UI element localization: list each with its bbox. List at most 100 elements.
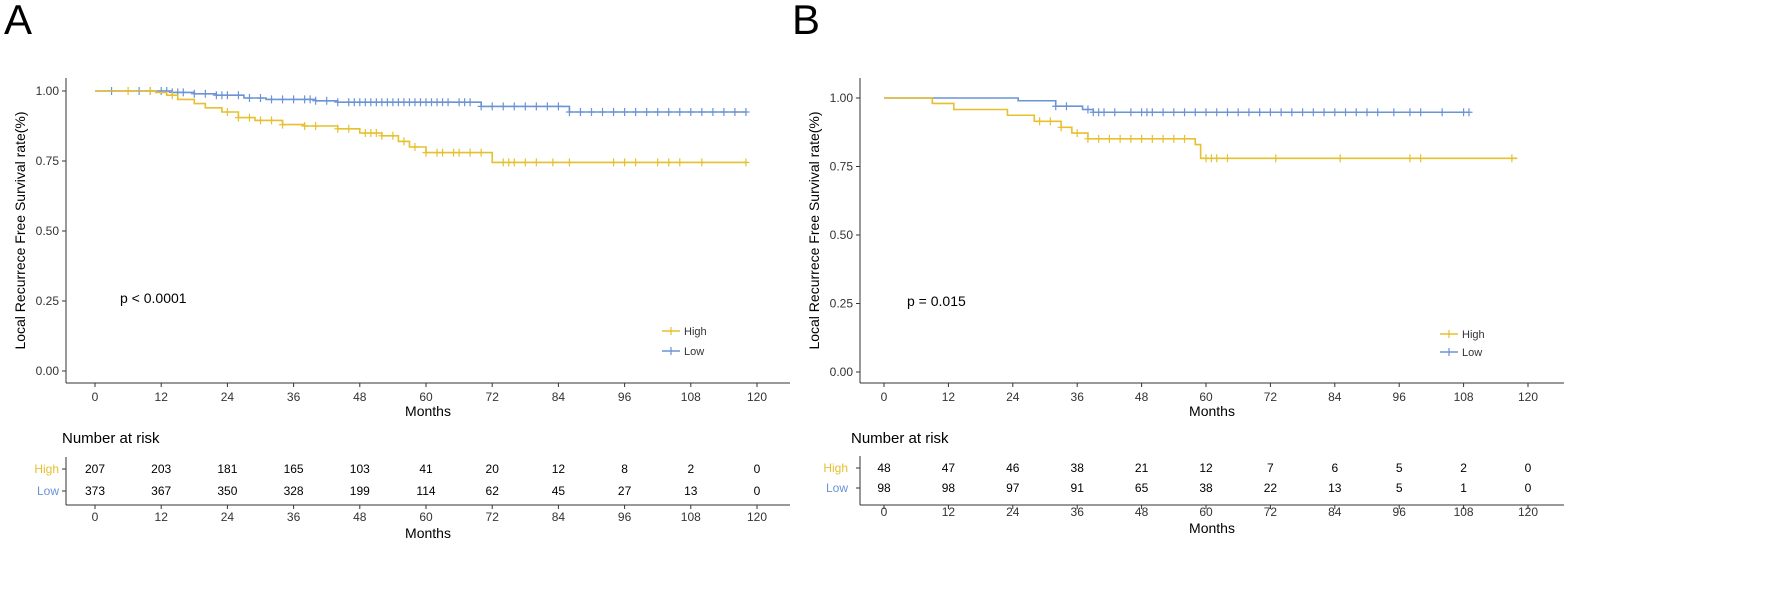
censor-mark-high [378, 131, 386, 140]
censor-mark-low [1363, 108, 1371, 117]
risk-count: 45 [552, 484, 566, 498]
x-tick-label: 84 [552, 390, 566, 404]
risk-x-tick-label: 36 [1071, 505, 1085, 519]
censor-mark-high [742, 158, 750, 167]
censor-mark-low [1052, 102, 1060, 111]
censor-mark-low [1111, 108, 1119, 117]
x-tick-label: 48 [353, 390, 367, 404]
x-tick-label: 12 [942, 390, 956, 404]
risk-x-tick-label: 12 [155, 510, 169, 524]
risk-count: 367 [151, 484, 171, 498]
censor-mark-high [146, 87, 154, 95]
risk-count: 0 [754, 462, 761, 476]
censor-mark-high [223, 108, 231, 116]
censor-mark-low [323, 96, 331, 105]
risk-table-title-a: Number at risk [62, 430, 160, 447]
risk-count: 91 [1071, 481, 1085, 495]
censor-mark-low [1127, 108, 1135, 117]
risk-table-title-b: Number at risk [851, 430, 949, 447]
censor-mark-high [411, 143, 419, 151]
x-tick-label: 48 [1135, 390, 1149, 404]
censor-mark-high [510, 158, 518, 167]
censor-mark-low [245, 94, 253, 102]
x-tick-label: 60 [419, 390, 433, 404]
censor-mark-high [234, 113, 242, 122]
censor-mark-low [742, 108, 750, 116]
y-tick-label: 0.00 [36, 364, 60, 378]
censor-mark-low [532, 102, 540, 111]
x-tick-label: 24 [1006, 390, 1020, 404]
risk-count: 41 [419, 462, 433, 476]
risk-count: 203 [151, 462, 171, 476]
x-axis-title-a: Months [405, 403, 451, 419]
risk-count: 207 [85, 462, 105, 476]
censor-mark-low [1438, 108, 1446, 117]
censor-mark-high [1095, 134, 1103, 143]
censor-mark-low [654, 108, 662, 116]
censor-mark-high [345, 124, 353, 133]
risk-count: 98 [942, 481, 956, 495]
censor-mark-low [687, 108, 695, 116]
risk-count: 2 [687, 462, 694, 476]
censor-mark-high [400, 137, 408, 146]
risk-count: 38 [1071, 461, 1085, 475]
censor-mark-low [565, 108, 573, 116]
censor-mark-high [1105, 134, 1113, 143]
risk-count: 6 [1331, 461, 1338, 475]
risk-count: 21 [1135, 461, 1149, 475]
censor-mark-low [290, 95, 298, 104]
censor-mark-low [201, 89, 209, 98]
x-tick-label: 72 [1264, 390, 1278, 404]
censor-mark-low [1390, 108, 1398, 117]
censor-mark-low [1223, 108, 1231, 117]
risk-count: 165 [284, 462, 304, 476]
censor-mark-high [1406, 154, 1414, 163]
censor-mark-high [1057, 123, 1065, 132]
risk-count: 48 [877, 461, 891, 475]
censor-mark-low [1342, 108, 1350, 117]
risk-x-tick-label: 48 [353, 510, 367, 524]
risk-x-tick-label: 24 [221, 510, 235, 524]
censor-mark-low [1266, 108, 1274, 117]
censor-mark-high [1417, 154, 1425, 163]
censor-mark-low [1213, 108, 1221, 117]
risk-count: 199 [350, 484, 370, 498]
risk-count: 38 [1199, 481, 1213, 495]
censor-mark-low [698, 108, 706, 116]
censor-mark-low [543, 102, 551, 111]
censor-mark-high [565, 158, 573, 167]
censor-mark-low [1256, 108, 1264, 117]
censor-mark-high [665, 158, 673, 167]
censor-mark-high [466, 148, 474, 157]
risk-x-tick-label: 96 [1393, 505, 1407, 519]
censor-mark-high [1127, 134, 1135, 143]
censor-mark-high [1116, 134, 1124, 143]
risk-x-tick-label: 72 [486, 510, 500, 524]
risk-count: 13 [684, 484, 698, 498]
censor-mark-high [1084, 134, 1092, 143]
legend-label-high: High [1462, 329, 1485, 341]
censor-mark-low [444, 98, 452, 107]
panel-label-a: A [4, 0, 33, 43]
risk-row-label-high: High [823, 461, 848, 475]
y-tick-label: 0.75 [36, 154, 60, 168]
y-tick-label: 0.25 [830, 297, 854, 311]
y-tick-label: 1.00 [830, 91, 854, 105]
censor-mark-high [1223, 154, 1231, 163]
y-tick-label: 0.75 [830, 160, 854, 174]
censor-mark-high [1272, 154, 1280, 163]
censor-mark-high [1148, 134, 1156, 143]
risk-count: 13 [1328, 481, 1342, 495]
censor-mark-low [599, 108, 607, 116]
censor-mark-low [1299, 108, 1307, 117]
risk-x-tick-label: 96 [618, 510, 632, 524]
censor-mark-high [521, 158, 529, 167]
censor-mark-high [654, 158, 662, 167]
risk-x-tick-label: 24 [1006, 505, 1020, 519]
censor-mark-low [1234, 108, 1242, 117]
x-tick-label: 96 [1393, 390, 1407, 404]
x-tick-label: 120 [747, 390, 767, 404]
censor-mark-low [632, 108, 640, 116]
censor-mark-high [1170, 134, 1178, 143]
